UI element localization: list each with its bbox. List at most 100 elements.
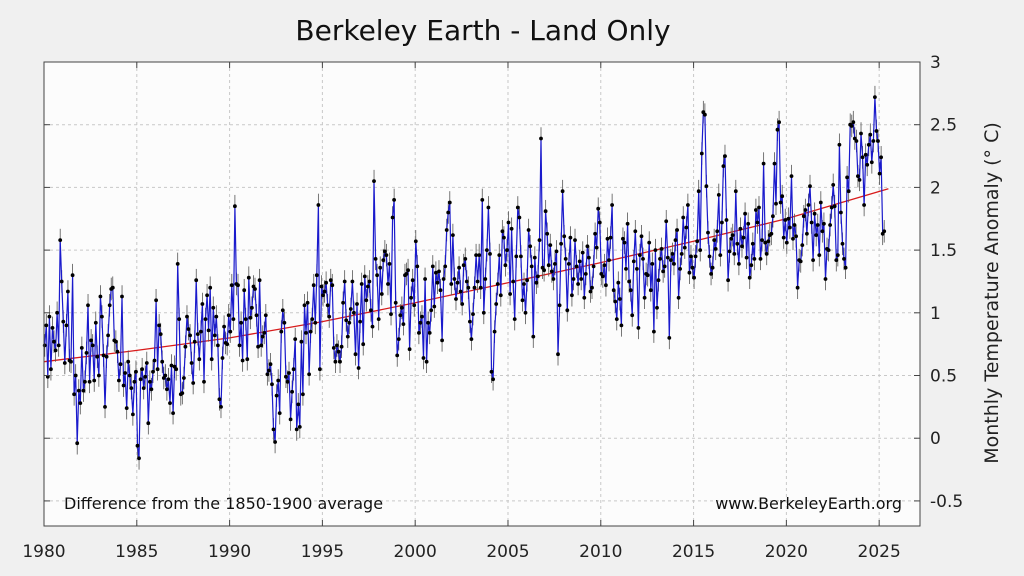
data-point: [826, 248, 831, 253]
data-point: [682, 245, 687, 250]
data-point: [837, 142, 842, 147]
data-point: [771, 214, 775, 219]
data-point: [502, 235, 506, 240]
data-point: [49, 367, 53, 372]
data-point: [551, 277, 556, 281]
data-point: [662, 264, 667, 269]
data-point: [338, 359, 342, 364]
data-point: [648, 288, 653, 293]
data-point: [466, 285, 471, 290]
data-point: [64, 323, 69, 328]
data-point: [350, 279, 355, 284]
data-point: [214, 314, 219, 319]
data-point: [842, 257, 846, 261]
x-tick-label: 2025: [858, 542, 901, 562]
data-point: [355, 302, 359, 306]
data-point: [532, 255, 537, 260]
data-point: [174, 367, 179, 372]
data-point: [843, 265, 848, 270]
data-point: [724, 218, 729, 222]
data-point: [594, 245, 599, 250]
data-point: [412, 303, 417, 308]
data-point: [692, 275, 696, 280]
data-point: [763, 240, 768, 245]
data-point: [772, 161, 777, 166]
data-point: [284, 374, 288, 379]
data-point: [310, 317, 315, 321]
data-point: [76, 388, 81, 393]
data-point: [322, 289, 327, 294]
data-point: [608, 235, 613, 240]
data-point: [345, 334, 350, 339]
data-point: [330, 283, 335, 288]
data-point: [44, 323, 49, 328]
data-point: [148, 379, 152, 384]
x-tick-label: 2020: [765, 542, 808, 562]
data-point: [829, 205, 834, 210]
data-point: [120, 294, 124, 299]
data-point: [291, 367, 296, 372]
data-point: [305, 300, 310, 305]
data-point: [415, 264, 420, 269]
data-point: [480, 198, 485, 202]
data-point: [869, 160, 874, 165]
data-point: [659, 247, 664, 251]
data-point: [630, 313, 635, 318]
data-point: [296, 402, 301, 407]
data-point: [220, 356, 225, 360]
data-point: [183, 344, 188, 349]
data-point: [216, 343, 220, 348]
data-point: [750, 241, 755, 246]
data-point: [460, 302, 465, 306]
data-point: [831, 183, 836, 187]
data-point: [186, 327, 191, 331]
x-tick-label: 2010: [579, 542, 622, 562]
data-point: [157, 323, 162, 328]
data-point: [277, 411, 282, 415]
data-point: [429, 308, 434, 313]
data-point: [66, 289, 70, 294]
data-point: [835, 253, 840, 257]
data-point: [118, 362, 123, 367]
data-point: [859, 131, 863, 136]
data-point: [672, 262, 676, 266]
data-point: [328, 278, 333, 283]
data-point: [168, 401, 172, 405]
data-point: [347, 320, 352, 325]
data-point: [822, 221, 826, 226]
data-point: [290, 389, 294, 394]
data-point: [519, 254, 523, 259]
data-point: [568, 235, 573, 240]
data-point: [693, 254, 698, 259]
data-point: [342, 279, 347, 284]
data-point: [469, 337, 474, 341]
data-point: [389, 312, 393, 316]
data-point: [451, 233, 455, 238]
baseline-note: Difference from the 1850-1900 average: [64, 494, 383, 513]
data-point: [733, 189, 738, 194]
data-point: [123, 371, 127, 375]
data-point: [483, 277, 488, 281]
data-point: [766, 239, 771, 244]
data-point: [854, 139, 859, 143]
data-point: [636, 326, 641, 330]
data-point: [132, 379, 137, 384]
data-point: [192, 339, 197, 344]
data-point: [811, 258, 815, 262]
data-point: [151, 369, 155, 374]
data-point: [624, 267, 628, 271]
data-point: [655, 305, 659, 310]
data-point: [430, 264, 435, 269]
data-point: [53, 348, 58, 353]
data-point: [333, 359, 338, 364]
data-point: [155, 367, 160, 372]
data-point: [294, 427, 299, 432]
data-point: [515, 205, 520, 210]
data-point: [587, 255, 591, 260]
data-point: [336, 349, 341, 354]
data-point: [475, 279, 480, 284]
data-point: [730, 233, 735, 238]
data-point: [260, 334, 265, 339]
data-point: [781, 235, 786, 240]
data-point: [149, 387, 154, 392]
